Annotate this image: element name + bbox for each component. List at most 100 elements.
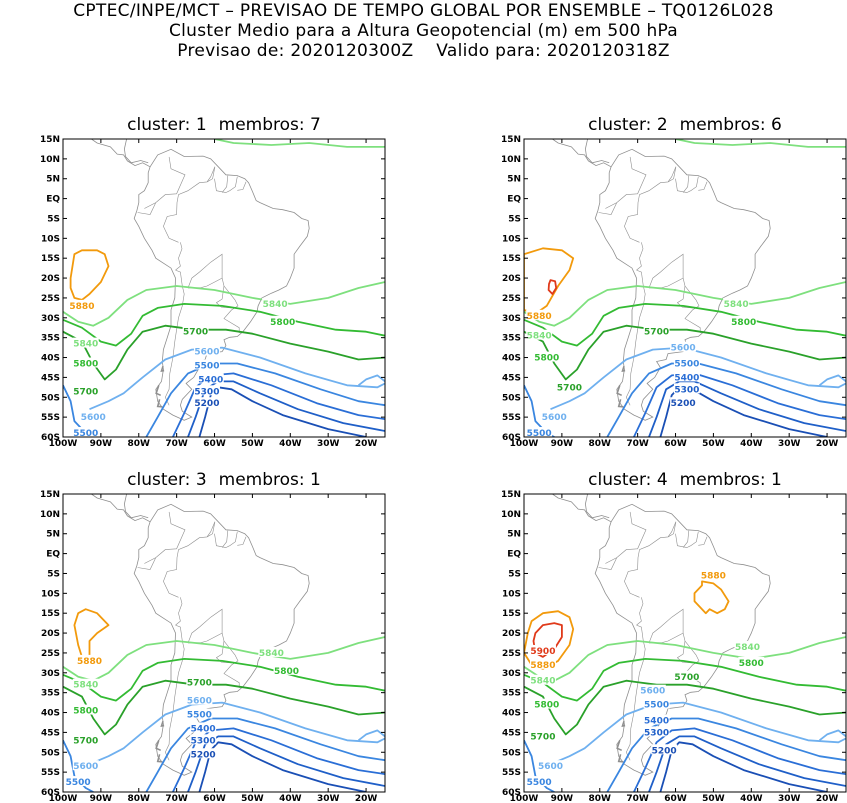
y-tick-label: 15N [40,490,60,500]
contour-label: 5800 [739,659,764,669]
y-tick-label: 20S [41,274,60,284]
contour-label-bg [72,337,99,348]
country-border [163,166,216,243]
contour-label: 5700 [530,732,555,742]
contour-5840 [63,281,385,327]
country-border [221,530,229,548]
x-tick-label: 90W [551,794,574,803]
contour-5600 [357,729,385,742]
country-border [214,533,230,548]
chile-islands [617,399,624,408]
country-border [676,285,693,309]
y-tick-label: EQ [507,550,521,560]
contour-label: 5500 [187,711,212,721]
main-title: CPTEC/INPE/MCT – PREVISAO DE TEMPO GLOBA… [73,1,774,21]
panel-title: cluster: 4 membros: 1 [588,470,782,490]
contour-5400 [172,372,385,437]
map-area: 5880 5840 5800 5840 5800 5700 5700 5600 5600 5500… [63,139,385,437]
y-tick-label: 10N [40,155,60,165]
y-tick-label: 55S [502,413,521,423]
country-border [221,175,229,193]
country-border [175,597,183,626]
contour-5600 [89,701,385,766]
contour-label: 5200 [671,399,696,409]
contour-label-bg [80,411,107,422]
x-tick-label: 20W [355,794,378,803]
contour-label: 5500 [674,359,699,369]
x-tick-label: 70W [165,794,188,803]
y-tick-label: 35S [41,334,60,344]
contour-label-bg [643,714,670,725]
contour-5600 [818,729,846,742]
contour-5300 [648,735,846,792]
x-tick-label: 40W [740,439,763,449]
contour-5840 [214,139,385,148]
y-tick-label: 30S [502,314,521,324]
chile-islands [156,754,163,763]
contour-label: 5840 [263,300,288,310]
contour-5880 [693,580,730,615]
contour-label: 5880 [527,312,552,322]
map-area: 5900 5880 5880 5840 5800 5840 5800 5700 5700 5600… [524,494,846,792]
country-border [675,533,691,548]
coastline-central-america-north [123,494,149,519]
x-tick-label: 50W [241,439,264,449]
contour-label-bg [643,325,670,336]
country-border [676,640,693,664]
x-tick-label: 20W [816,439,839,449]
chile-islands [160,721,165,727]
contour-label: 5700 [557,383,582,393]
country-border [229,531,238,546]
contour-label-bg [262,297,289,308]
contour-label-bg [643,698,670,709]
contour-label-bg [72,734,99,745]
country-border [187,277,223,289]
country-border [163,521,216,598]
contour-label: 5400 [644,716,669,726]
x-tick-label: 60W [664,439,687,449]
contour-label: 5400 [674,373,699,383]
y-tick-label: 40S [41,354,60,364]
contour-5600 [550,346,846,411]
cluster-panel-3: cluster: 3 membros: 1 5880 5840 5800 5840 5800… [40,470,386,803]
y-tick-label: 35S [502,334,521,344]
x-tick-label: 90W [90,439,113,449]
contour-label-bg [526,776,553,787]
cluster-number: 2 [657,115,668,135]
contour-label-bg [533,351,560,362]
y-tick-label: 10N [40,510,60,520]
plot-frame [62,493,386,793]
contour-label-bg [190,734,217,745]
country-border [187,632,223,644]
contour-label: 5600 [640,687,665,697]
x-tick-label: 30W [317,794,340,803]
contour-label-bg [556,381,583,392]
members-count: 6 [771,115,782,135]
contour-label-bg [730,315,757,326]
chile-islands [616,740,623,752]
contour-label: 5800 [274,667,299,677]
chile-islands [621,366,626,372]
contour-5500 [145,362,385,437]
contour-label: 5700 [187,679,212,689]
y-tick-label: 45S [502,373,521,383]
contour-label: 5600 [73,762,98,772]
contour-5600 [89,346,385,411]
panel-title: cluster: 2 membros: 6 [588,115,782,135]
members-prefix: membros: [219,115,310,135]
contour-label-bg [529,644,556,655]
contour-label-bg [72,678,99,689]
contour-5600 [550,701,846,766]
contour-5700 [524,679,846,736]
x-tick-label: 80W [589,794,612,803]
contour-5800 [63,302,385,347]
x-tick-label: 50W [702,439,725,449]
contour-label: 5500 [527,778,552,788]
members-count: 1 [771,470,782,490]
contour-5840 [524,281,846,327]
cluster-panel-2: cluster: 2 membros: 6 5880 5840 5800 5840 5800… [501,115,847,449]
y-tick-label: 10S [41,234,60,244]
contour-label: 5700 [73,387,98,397]
contour-label-bg [68,299,95,310]
contour-label-bg [193,397,220,408]
